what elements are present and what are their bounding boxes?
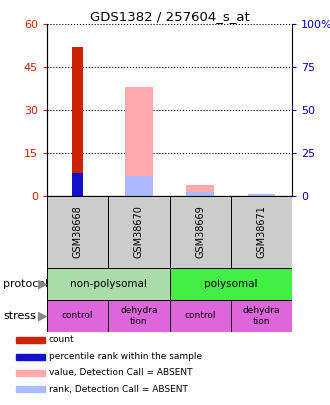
Bar [16,337,45,343]
Bar [108,196,170,268]
Text: control: control [184,311,216,320]
Bar [170,300,231,332]
Text: GSM38669: GSM38669 [195,206,205,258]
Text: protocol: protocol [3,279,49,289]
Text: GSM38668: GSM38668 [73,206,82,258]
Text: value, Detection Call = ABSENT: value, Detection Call = ABSENT [49,369,192,377]
Bar [125,176,153,196]
Text: ▶: ▶ [38,277,48,290]
Bar [47,300,108,332]
Title: GDS1382 / 257604_s_at: GDS1382 / 257604_s_at [90,10,249,23]
Bar [72,173,83,196]
Text: percentile rank within the sample: percentile rank within the sample [49,352,202,361]
Bar [248,194,275,196]
Bar [16,370,45,376]
Bar [108,300,170,332]
Bar [231,300,292,332]
Bar [47,196,108,268]
Text: control: control [62,311,93,320]
Text: non-polysomal: non-polysomal [70,279,147,289]
Bar [16,354,45,360]
Text: dehydra
tion: dehydra tion [243,306,280,326]
Bar [231,196,292,268]
Bar [170,196,231,268]
Bar [186,192,214,196]
Text: stress: stress [3,311,36,321]
Bar [125,87,153,196]
Text: polysomal: polysomal [204,279,257,289]
Bar [47,268,170,300]
Bar [248,194,275,196]
Text: rank, Detection Call = ABSENT: rank, Detection Call = ABSENT [49,385,187,394]
Text: count: count [49,335,74,344]
Text: GSM38671: GSM38671 [256,206,266,258]
Bar [170,268,292,300]
Bar [186,185,214,196]
Text: dehydra
tion: dehydra tion [120,306,158,326]
Text: ▶: ▶ [38,309,48,322]
Text: GSM38670: GSM38670 [134,206,144,258]
Bar [72,47,83,196]
Bar [16,386,45,392]
